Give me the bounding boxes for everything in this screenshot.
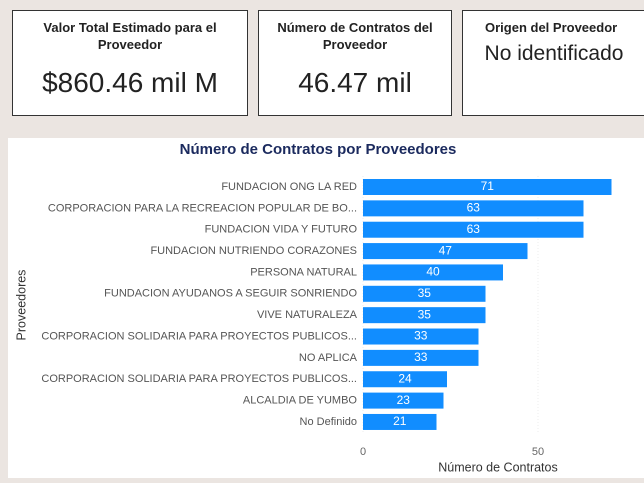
bar (363, 200, 584, 217)
card-title: Origen del Proveedor (485, 20, 618, 35)
data-label: 23 (397, 393, 411, 407)
bar (363, 328, 479, 345)
y-tick-label: FUNDACION VIDA Y FUTURO (205, 224, 358, 236)
data-label: 33 (414, 350, 428, 364)
y-axis-label: Proveedores (14, 270, 28, 341)
y-tick-label: ALCALDIA DE YUMBO (243, 395, 358, 407)
bar (363, 349, 479, 366)
data-label: 71 (481, 179, 495, 193)
card-title: Número de Contratos del Proveedor (277, 20, 433, 52)
chart-title: Número de Contratos por Proveedores (180, 141, 457, 158)
data-label: 35 (418, 286, 432, 300)
bar (363, 243, 528, 260)
bar (363, 413, 437, 430)
y-tick-label: CORPORACION PARA LA RECREACION POPULAR D… (48, 202, 357, 214)
y-tick-label: CORPORACION SOLIDARIA PARA PROYECTOS PUB… (41, 373, 357, 385)
bar (363, 307, 486, 324)
y-tick-label: FUNDACION ONG LA RED (221, 181, 357, 193)
bar (363, 221, 584, 238)
y-tick-label: VIVE NATURALEZA (257, 309, 358, 321)
card: Origen del Proveedor No identificado (462, 10, 644, 116)
y-tick-label: No Definido (300, 416, 357, 428)
card-title: Valor Total Estimado para el Proveedor (43, 20, 217, 52)
y-tick-label: CORPORACION SOLIDARIA PARA PROYECTOS PUB… (41, 330, 357, 342)
card: Número de Contratos del Proveedor 46.47 … (258, 10, 452, 116)
bar (363, 264, 503, 281)
x-tick-label: 50 (532, 446, 544, 458)
card-value: No identificado (484, 42, 624, 65)
data-label: 63 (467, 201, 481, 215)
y-tick-label: NO APLICA (299, 352, 358, 364)
chart-panel: Número de Contratos por Proveedores Núme… (8, 138, 644, 478)
bar (363, 179, 612, 195)
card-value: $860.46 mil M (42, 67, 218, 98)
data-label: 21 (393, 414, 407, 428)
y-tick-label: FUNDACION NUTRIENDO CORAZONES (150, 245, 357, 257)
x-axis-label: Número de Contratos (438, 460, 558, 474)
chart: Número de Contratos por Proveedores Núme… (14, 141, 612, 474)
data-label: 33 (414, 329, 428, 343)
data-label: 24 (398, 371, 412, 385)
data-label: 63 (467, 222, 481, 236)
bar (363, 371, 447, 388)
card-value: 46.47 mil (298, 67, 412, 98)
x-tick-label: 0 (360, 446, 366, 458)
bar (363, 285, 486, 302)
bar (363, 392, 444, 409)
y-tick-label: PERSONA NATURAL (250, 266, 357, 278)
data-label: 40 (426, 265, 440, 279)
y-tick-label: FUNDACION AYUDANOS A SEGUIR SONRIENDO (104, 288, 357, 300)
card: Valor Total Estimado para el Proveedor $… (12, 10, 248, 116)
data-label: 47 (439, 243, 453, 257)
data-label: 35 (418, 307, 432, 321)
